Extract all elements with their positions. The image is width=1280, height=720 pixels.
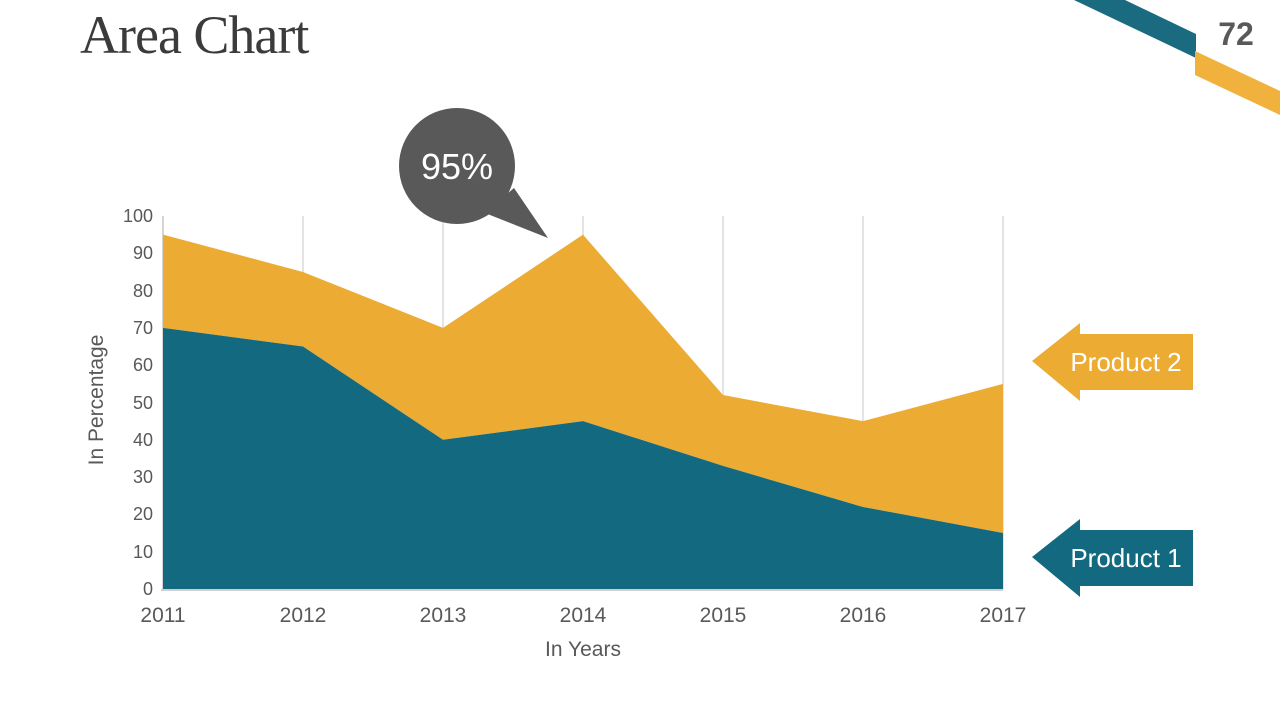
area-layer xyxy=(163,234,1003,589)
area-series-product-1 xyxy=(163,327,1003,589)
y-tick-label-30: 30 xyxy=(132,467,153,488)
product1-arrow xyxy=(1032,519,1193,597)
area-series-product-2 xyxy=(163,234,1003,534)
y-tick-label-40: 40 xyxy=(132,429,153,450)
x-tick-label-2013: 2013 xyxy=(419,604,467,627)
x-axis-title: In Years xyxy=(545,638,621,661)
y-tick-label-80: 80 xyxy=(132,280,153,301)
page-title: Area Chart xyxy=(80,5,309,65)
callout-value: 95% xyxy=(420,146,494,187)
y-tick-label-100: 100 xyxy=(122,206,153,226)
y-tick-label-60: 60 xyxy=(132,355,153,376)
x-tick-label-2015: 2015 xyxy=(699,604,747,627)
y-tick-label-10: 10 xyxy=(132,541,153,562)
corner-ribbon-teal xyxy=(1074,0,1196,58)
legend-label-product-2: Product 2 xyxy=(1070,347,1182,377)
y-tick-label-50: 50 xyxy=(132,392,153,413)
corner-ribbon-gold xyxy=(1195,51,1280,115)
x-tick-label-2012: 2012 xyxy=(279,604,327,627)
x-tick-label-2014: 2014 xyxy=(559,604,607,627)
x-tick-label-2016: 2016 xyxy=(839,604,887,627)
legend-label-product-1: Product 1 xyxy=(1070,543,1182,573)
y-tick-label-90: 90 xyxy=(132,243,153,264)
y-tick-label-0: 0 xyxy=(142,579,153,599)
product2-arrow xyxy=(1032,323,1193,401)
x-tick-label-2011: 2011 xyxy=(140,604,186,627)
page-number: 72 xyxy=(1218,16,1254,52)
y-tick-label-70: 70 xyxy=(132,317,153,338)
callout-bubble xyxy=(399,108,515,224)
x-tick-label-2017: 2017 xyxy=(979,604,1027,627)
y-tick-label-20: 20 xyxy=(132,504,153,525)
